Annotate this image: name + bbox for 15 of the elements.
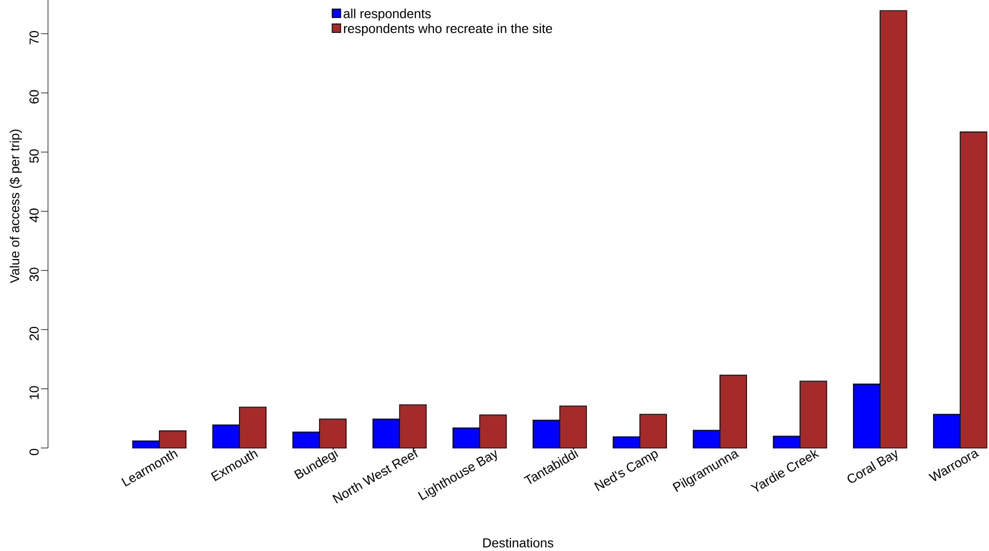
y-tick-label: 60 <box>30 90 39 104</box>
legend-label: all respondents <box>344 8 431 21</box>
x-tick-label: Coral Bay <box>848 450 898 483</box>
y-tick-label: 0 <box>30 448 39 456</box>
x-tick-label: Ned's Camp <box>594 451 658 492</box>
y-tick-label: 20 <box>30 326 39 340</box>
y-tick-label: 10 <box>30 386 39 400</box>
y-axis-title: Value of access ($ per trip) <box>10 130 22 284</box>
x-tick-label: Yardie Creek <box>750 450 820 492</box>
y-tick-label: 30 <box>30 268 39 282</box>
y-tick-label: 70 <box>30 31 39 44</box>
x-axis-title: Destinations <box>483 538 554 548</box>
legend-label: respondents who recreate in the site <box>344 24 552 36</box>
y-tick-label: 40 <box>30 208 39 222</box>
y-tick-label: 50 <box>30 149 39 163</box>
